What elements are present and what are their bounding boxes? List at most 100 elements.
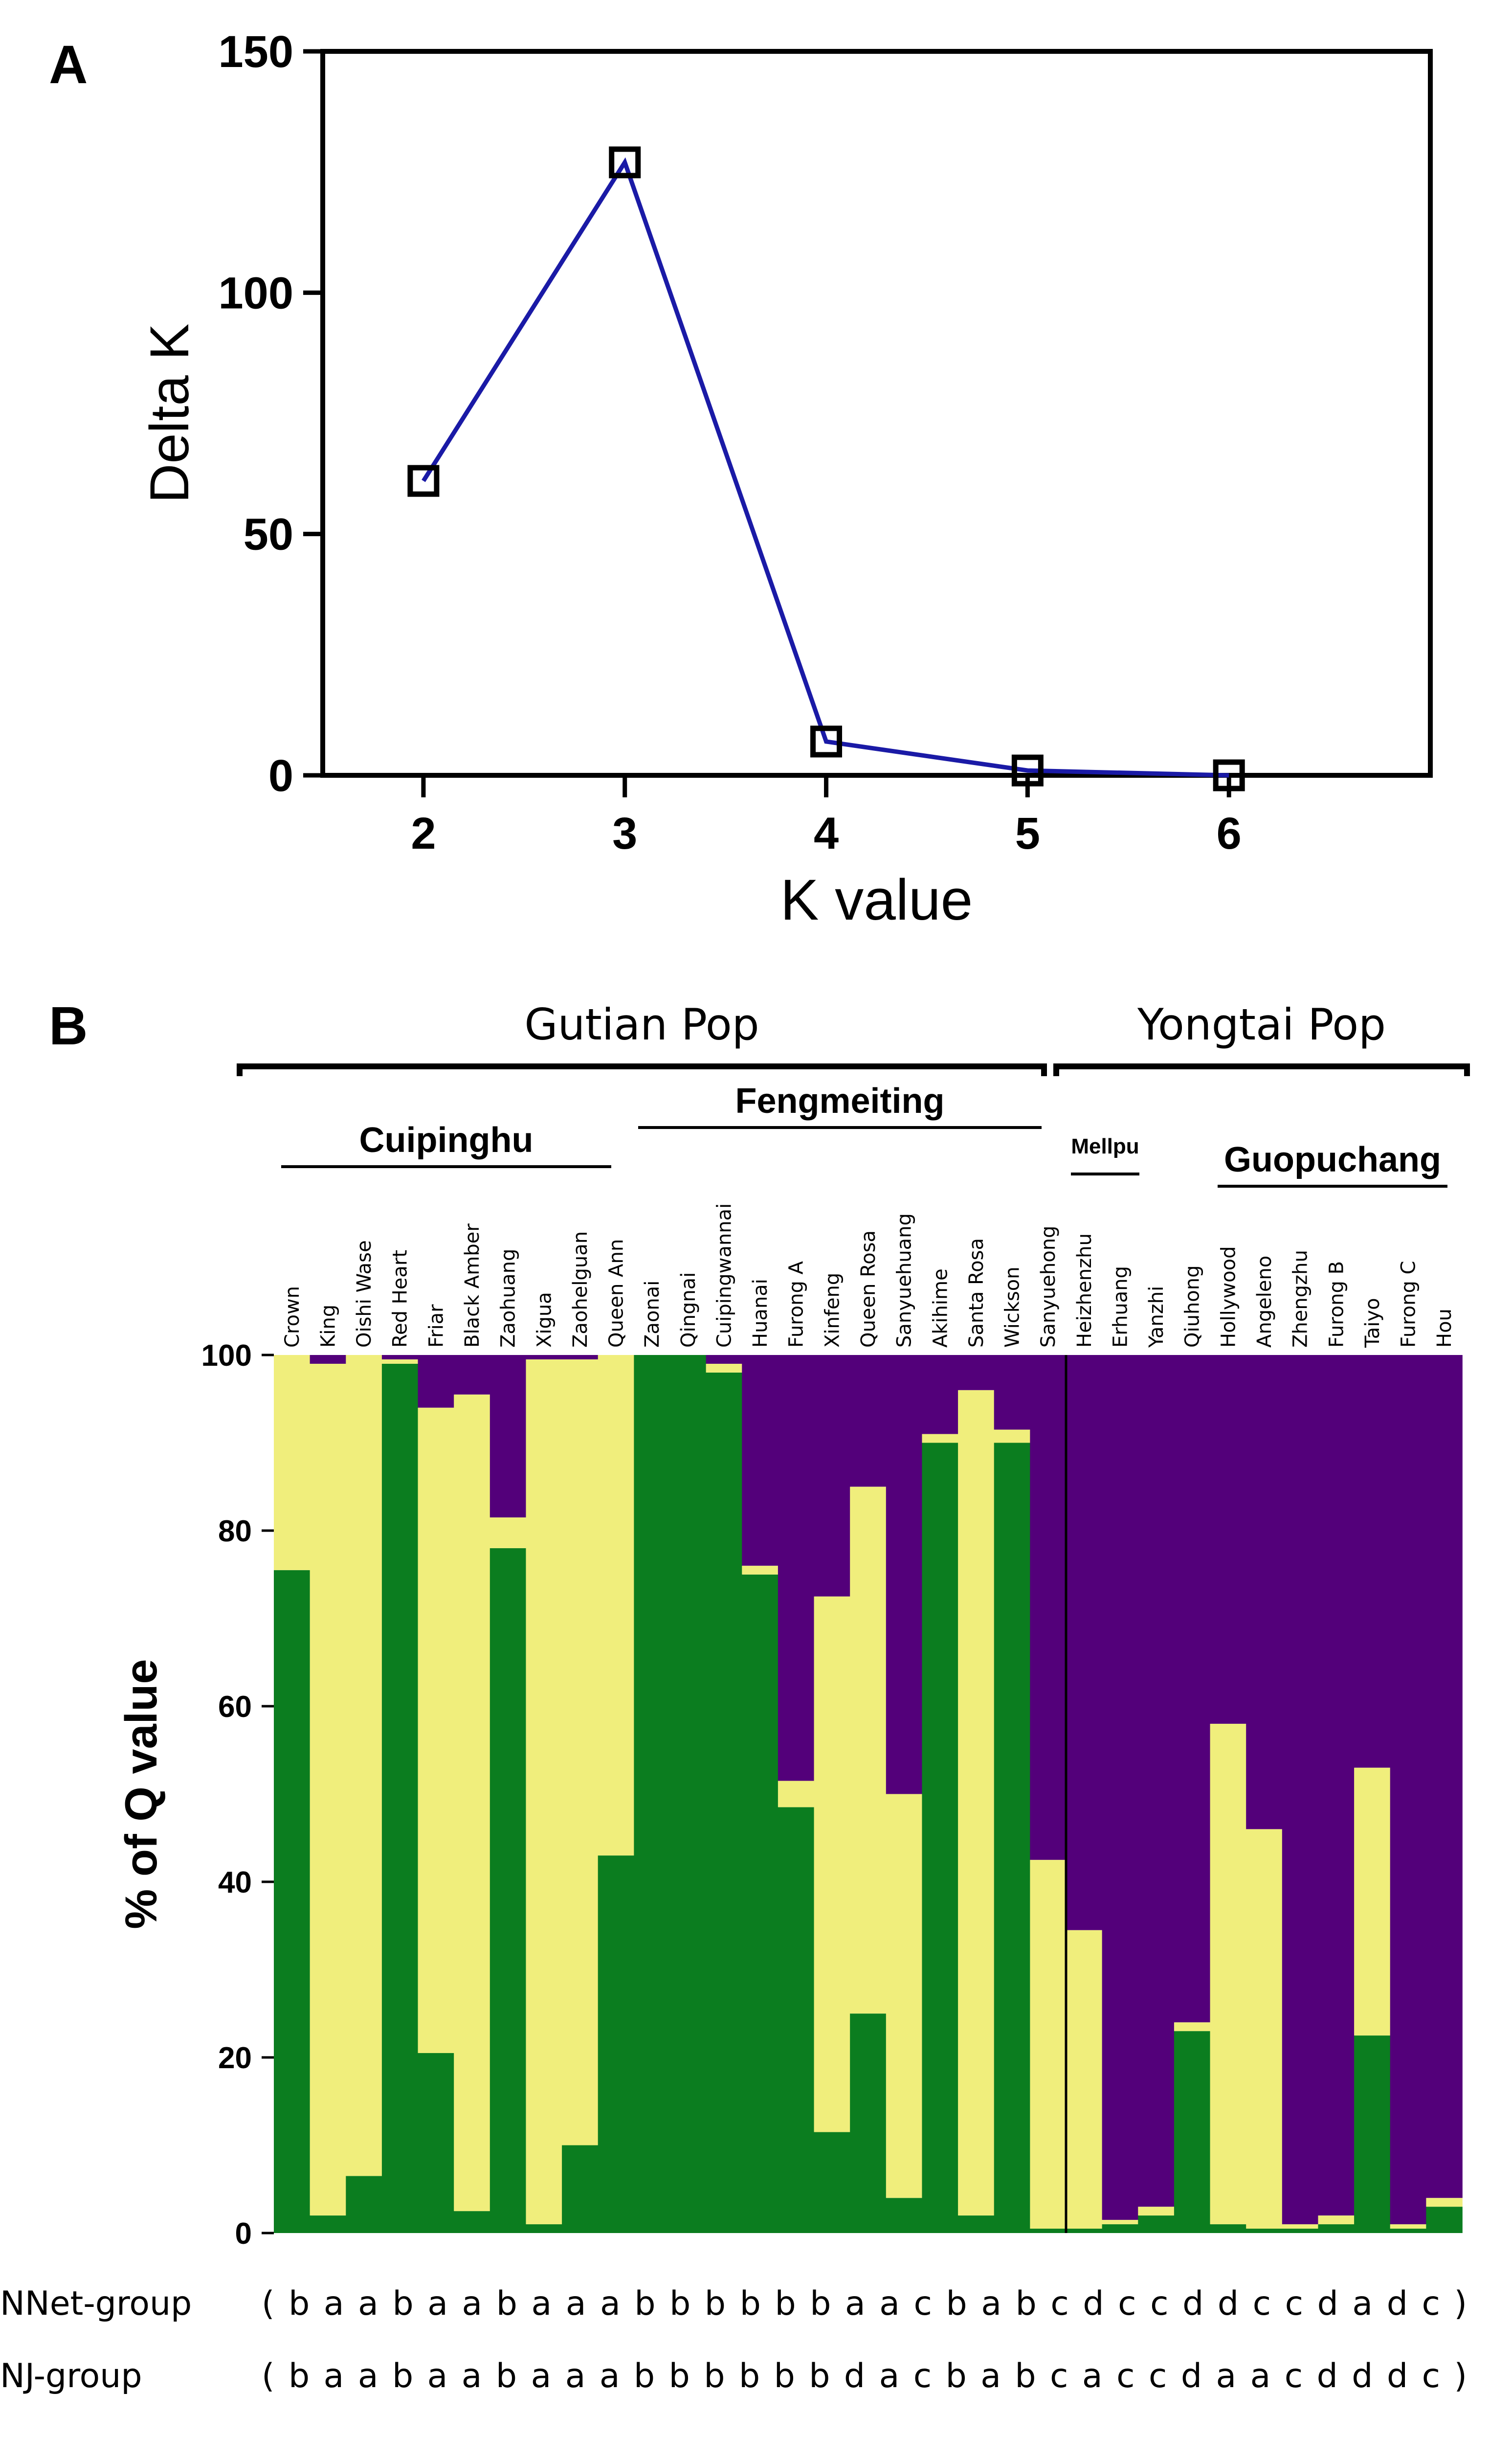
y-axis-label: Delta K: [139, 323, 200, 503]
bar-6-series-1: [489, 1548, 527, 2233]
x-tick-label-6: 6: [1217, 809, 1242, 858]
sample-label-4: Friar: [425, 1304, 447, 1348]
sample-label-20: Wickson: [1001, 1266, 1024, 1348]
bar-17-series-3: [886, 1355, 923, 1794]
bar-24-series-3: [1138, 1355, 1175, 2207]
bar-0-series-2: [274, 1355, 311, 1570]
sample-label-26: Hollywood: [1217, 1246, 1240, 1348]
bar-9-series-1: [598, 1855, 635, 2233]
bar-18-series-1: [922, 1443, 958, 2233]
bar-17-series-2: [886, 1794, 923, 2198]
bar-5-series-1: [454, 2211, 490, 2233]
sample-label-11: Qingnai: [677, 1272, 700, 1348]
bar-27-series-1: [1246, 2229, 1283, 2233]
sample-label-10: Zaonai: [641, 1281, 664, 1348]
bar-9-series-2: [598, 1355, 635, 1856]
sample-label-13: Huanai: [749, 1279, 772, 1348]
point-k2: [407, 465, 440, 497]
bar-7-series-1: [526, 2224, 562, 2233]
point-k5: [1011, 754, 1044, 787]
bar-8-series-3: [562, 1355, 599, 1359]
bar-2-series-2: [346, 1355, 382, 2176]
sample-label-7: Xigua: [533, 1292, 556, 1348]
bar-32-series-3: [1426, 1355, 1463, 2198]
b-y-tick-label-0: 0: [235, 2217, 252, 2251]
population-title-0: Gutian Pop: [524, 999, 759, 1050]
bar-28-series-1: [1282, 2229, 1319, 2233]
sample-label-19: Santa Rosa: [965, 1238, 988, 1348]
bar-31-series-2: [1390, 2224, 1427, 2229]
panel-a-delta-k-chart: 0 50 100 150 2 3 4 5 6 Delta K K value: [139, 27, 1433, 932]
population-bracket-1: [1053, 1063, 1470, 1076]
b-y-tick-label-40: 40: [218, 1866, 252, 1899]
bar-28-series-2: [1282, 2224, 1319, 2229]
bar-22-series-2: [1066, 1930, 1103, 2229]
bar-24-series-2: [1138, 2207, 1175, 2216]
sample-label-27: Angeleno: [1253, 1256, 1276, 1348]
bar-30-series-1: [1354, 2035, 1391, 2233]
bar-26-series-3: [1210, 1355, 1246, 1724]
sample-label-24: Yanzhi: [1145, 1286, 1168, 1348]
sample-label-2: Oishi Wase: [353, 1240, 376, 1348]
bar-1-series-3: [310, 1355, 347, 1364]
sample-label-17: Sanyuehuang: [893, 1213, 916, 1348]
bar-26-series-2: [1210, 1723, 1246, 2225]
bar-32-series-2: [1426, 2198, 1463, 2207]
x-tick-label-5: 5: [1015, 809, 1040, 858]
b-y-tick-label-60: 60: [218, 1690, 252, 1724]
bar-2-series-1: [346, 2176, 382, 2233]
point-k4: [810, 725, 843, 758]
bar-31-series-3: [1390, 1355, 1427, 2225]
sample-label-31: Furong C: [1398, 1261, 1420, 1348]
x-tick-label-2: 2: [411, 809, 436, 858]
bar-3-series-2: [381, 1359, 419, 1364]
sample-label-16: Queen Rosa: [857, 1230, 880, 1348]
bar-16-series-1: [850, 2013, 887, 2233]
bar-4-series-3: [418, 1355, 454, 1408]
x-tick-label-3: 3: [612, 809, 637, 858]
sample-label-29: Furong B: [1325, 1261, 1348, 1348]
bar-25-series-1: [1174, 2031, 1211, 2233]
bar-21-series-2: [1030, 1860, 1067, 2229]
sample-label-8: Zaohelguan: [569, 1231, 592, 1348]
bar-22-series-3: [1066, 1355, 1103, 1930]
bar-21-series-1: [1030, 2229, 1067, 2233]
bar-26-series-1: [1210, 2224, 1246, 2233]
sample-label-1: King: [317, 1305, 339, 1348]
bar-6-series-3: [489, 1355, 527, 1518]
bar-23-series-3: [1102, 1355, 1139, 2220]
sample-label-5: Black Amber: [461, 1223, 484, 1348]
bar-31-series-1: [1390, 2229, 1427, 2233]
bar-25-series-3: [1174, 1355, 1211, 2023]
bar-4-series-2: [418, 1407, 454, 2054]
bar-32-series-1: [1426, 2207, 1463, 2233]
plot-frame: [320, 49, 1433, 778]
bar-19-series-1: [958, 2215, 995, 2233]
sample-label-0: Crown: [281, 1286, 304, 1348]
y-tick-label-50: 50: [244, 510, 293, 560]
bar-7-series-2: [526, 1359, 562, 2225]
sample-label-18: Akihime: [929, 1268, 952, 1348]
point-k3: [609, 146, 641, 179]
bar-15-series-1: [814, 2132, 850, 2233]
x-tick-label-4: 4: [814, 809, 839, 858]
bar-16-series-2: [850, 1487, 887, 2014]
population-bracket-0: [237, 1063, 1047, 1076]
population-title-1: Yongtai Pop: [1137, 999, 1386, 1050]
nj-group-label: NJ-group: [0, 2357, 142, 2395]
group-title-0: Cuipinghu: [359, 1121, 534, 1160]
bar-8-series-2: [562, 1359, 599, 2145]
bar-12-series-3: [706, 1355, 743, 1364]
bar-18-series-3: [922, 1355, 958, 1434]
bar-14-series-3: [778, 1355, 815, 1781]
y-tick-label-100: 100: [219, 268, 294, 318]
bar-12-series-1: [706, 1372, 743, 2233]
bar-19-series-3: [958, 1355, 995, 1390]
bar-29-series-2: [1318, 2215, 1355, 2225]
bar-14-series-1: [778, 1807, 815, 2233]
bar-4-series-1: [418, 2053, 454, 2233]
bar-17-series-1: [886, 2198, 923, 2233]
bar-30-series-2: [1354, 1767, 1391, 2036]
nnet-group-label: NNet-group: [0, 2284, 192, 2323]
